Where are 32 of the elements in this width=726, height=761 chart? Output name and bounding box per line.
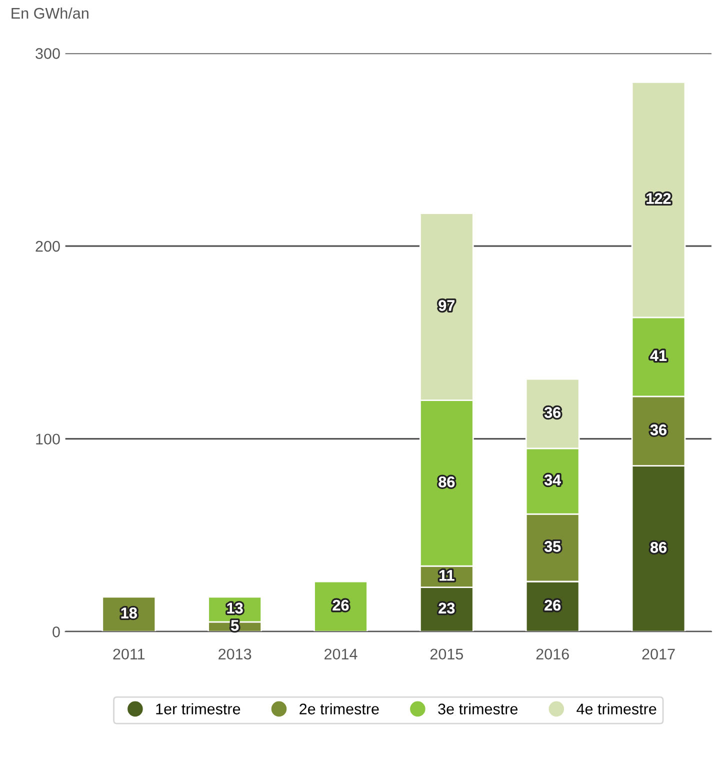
data-label: 34 [544, 474, 562, 486]
legend-label: 3e trimestre [438, 703, 518, 714]
data-label: 23 [438, 602, 455, 614]
data-label: 11 [440, 570, 454, 581]
data-label: 41 [650, 350, 667, 361]
data-label: 5 [231, 620, 239, 631]
data-label: 122 [646, 193, 671, 204]
x-tick-label: 2016 [536, 648, 569, 660]
data-label: 26 [332, 600, 349, 611]
data-label: 36 [650, 424, 666, 436]
legend-label: 1er trimestre [156, 703, 240, 714]
x-tick-label: 2017 [642, 648, 675, 660]
data-label: 97 [438, 300, 454, 311]
data-label: 26 [544, 600, 561, 611]
data-label: 86 [438, 476, 455, 488]
legend-label: 4e trimestre [576, 703, 656, 714]
y-tick-label: 0 [52, 626, 60, 638]
y-axis-title: En GWh/an [12, 7, 88, 19]
x-tick-label: 2015 [430, 648, 464, 660]
x-tick-label: 2014 [324, 648, 358, 660]
data-label: 13 [227, 602, 243, 614]
legend-label: 2e trimestre [300, 703, 379, 714]
data-label: 18 [121, 608, 137, 618]
y-tick-label: 100 [36, 434, 60, 445]
x-tick-label: 2013 [218, 648, 252, 660]
y-tick-label: 200 [36, 240, 60, 252]
bar [314, 580, 368, 632]
y-tick-label: 300 [36, 48, 60, 59]
data-label: 35 [544, 541, 561, 552]
data-label: 86 [650, 542, 666, 553]
x-tick-label: 2011 [113, 648, 145, 660]
data-label: 36 [544, 407, 561, 418]
